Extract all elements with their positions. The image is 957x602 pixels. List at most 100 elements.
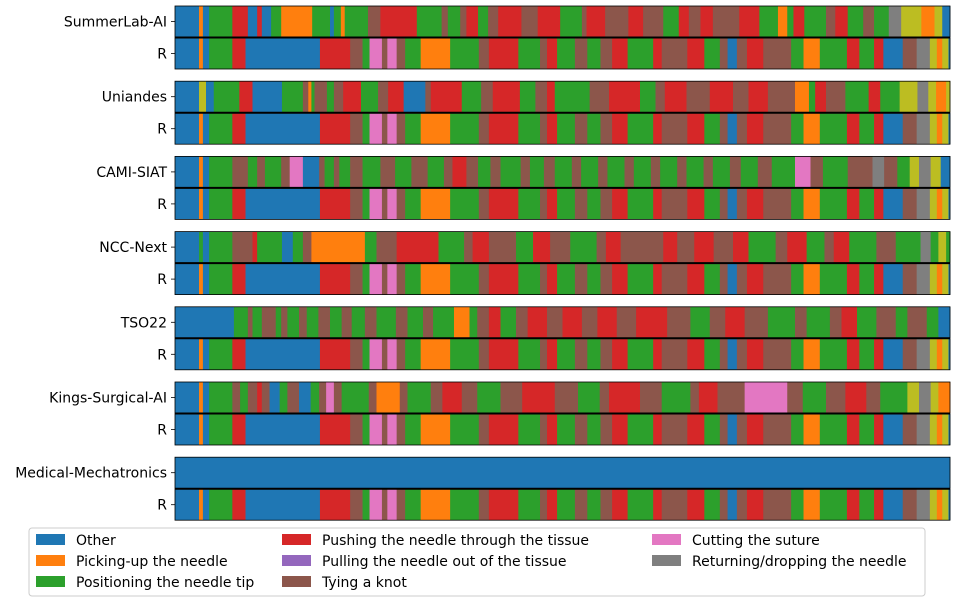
segment-kings-surgical-ai-reference-19 <box>518 414 541 445</box>
segment-uniandes-prediction-21 <box>481 81 494 113</box>
segment-summerlab-ai-reference-12 <box>387 38 398 69</box>
segment-uniandes-reference-13 <box>396 113 406 145</box>
segment-kings-surgical-ai-reference-36 <box>763 414 792 445</box>
segment-kings-surgical-ai-reference-16 <box>450 414 480 445</box>
segment-uniandes-reference-21 <box>547 113 558 145</box>
segment-cami-siat-prediction-3 <box>209 156 233 188</box>
segment-ncc-next-reference-23 <box>574 263 588 295</box>
segment-summerlab-ai-reference-6 <box>245 38 321 69</box>
legend-swatch <box>282 534 311 545</box>
segment-ncc-next-reference-3 <box>209 263 233 295</box>
legend-entry-returning-dropping-the-needle: Returning/dropping the needle <box>652 554 907 570</box>
segment-ncc-next-reference-42 <box>874 263 884 295</box>
segment-uniandes-prediction-31 <box>664 81 687 113</box>
segment-kings-surgical-ai-reference-28 <box>653 414 663 445</box>
reference-label: R <box>157 272 167 288</box>
segment-kings-surgical-ai-reference-4 <box>232 414 246 445</box>
legend-frame <box>28 527 926 597</box>
segment-summerlab-ai-reference-34 <box>736 38 748 69</box>
segment-ncc-next-reference-14 <box>405 263 422 295</box>
segment-tso22-prediction-40 <box>795 306 808 338</box>
segment-summerlab-ai-reference-9 <box>362 38 370 69</box>
segment-ncc-next-prediction-21 <box>570 231 597 263</box>
segment-uniandes-prediction-43 <box>880 81 901 113</box>
segment-uniandes-prediction-46 <box>928 81 937 113</box>
segment-cami-siat-reference-48 <box>942 188 949 220</box>
reference-label: R <box>157 423 167 439</box>
segment-tso22-prediction-41 <box>806 306 831 338</box>
segment-uniandes-prediction-48 <box>946 81 951 113</box>
segment-tso22-reference-9 <box>362 338 370 370</box>
segment-medical-mechatronics-reference-7 <box>319 489 351 521</box>
segment-ncc-next-reference-43 <box>883 263 904 295</box>
segment-uniandes-prediction-18 <box>425 81 432 113</box>
segment-kings-surgical-ai-reference-17 <box>478 414 490 445</box>
legend-swatch <box>652 555 681 566</box>
segment-summerlab-ai-prediction-41 <box>787 6 794 37</box>
segment-ncc-next-reference-4 <box>232 263 246 295</box>
segment-uniandes-reference-11 <box>381 113 388 145</box>
segment-uniandes-reference-33 <box>727 113 738 145</box>
segment-kings-surgical-ai-reference-29 <box>661 414 688 445</box>
segment-ncc-next-prediction-33 <box>806 231 825 263</box>
segment-kings-surgical-ai-prediction-33 <box>661 382 691 413</box>
segment-uniandes-reference-23 <box>574 113 588 145</box>
segment-cami-siat-prediction-48 <box>810 156 824 188</box>
segment-medical-mechatronics-reference-8 <box>350 489 363 521</box>
segment-tso22-prediction-3 <box>247 306 253 338</box>
segment-tso22-prediction-49 <box>938 306 951 338</box>
segment-medical-mechatronics-reference-48 <box>942 489 949 521</box>
segment-uniandes-prediction-40 <box>826 81 846 113</box>
segment-uniandes-reference-0 <box>175 113 200 145</box>
segment-tso22-reference-27 <box>627 338 654 370</box>
segment-uniandes-reference-15 <box>420 113 451 145</box>
segment-kings-surgical-ai-prediction-10 <box>279 382 288 413</box>
segment-ncc-next-reference-45 <box>916 263 931 295</box>
segment-ncc-next-reference-44 <box>902 263 918 295</box>
segment-summerlab-ai-prediction-11 <box>330 6 335 37</box>
segment-ncc-next-prediction-9 <box>302 231 312 263</box>
segment-uniandes-prediction-4 <box>239 81 253 113</box>
segment-summerlab-ai-prediction-42 <box>793 6 805 37</box>
segment-kings-surgical-ai-reference-24 <box>587 414 601 445</box>
segment-uniandes-prediction-10 <box>314 81 328 113</box>
segment-cami-siat-prediction-32 <box>581 156 599 188</box>
segment-uniandes-reference-30 <box>687 113 705 145</box>
segment-cami-siat-reference-21 <box>547 188 558 220</box>
segment-medical-mechatronics-reference-35 <box>746 489 764 521</box>
segment-summerlab-ai-prediction-13 <box>340 6 346 37</box>
segment-tso22-reference-32 <box>719 338 728 370</box>
segment-ncc-next-reference-34 <box>736 263 748 295</box>
segment-kings-surgical-ai-prediction-8 <box>261 382 270 413</box>
segment-ncc-next-reference-24 <box>587 263 601 295</box>
segment-tso22-reference-0 <box>175 338 200 370</box>
segment-tso22-reference-47 <box>936 338 943 370</box>
segment-medical-mechatronics-reference-45 <box>916 489 931 521</box>
segment-cami-siat-prediction-53 <box>897 156 911 188</box>
segment-kings-surgical-ai-prediction-41 <box>845 382 867 413</box>
segment-uniandes-prediction-3 <box>213 81 240 113</box>
segment-ncc-next-reference-33 <box>727 263 738 295</box>
segment-tso22-prediction-21 <box>454 306 470 338</box>
segment-summerlab-ai-prediction-52 <box>934 6 943 37</box>
segment-summerlab-ai-prediction-15 <box>367 6 381 37</box>
segment-kings-surgical-ai-reference-42 <box>874 414 884 445</box>
segment-tso22-prediction-28 <box>547 306 563 338</box>
segment-cami-siat-reference-17 <box>478 188 490 220</box>
segment-summerlab-ai-prediction-25 <box>521 6 539 37</box>
segment-cami-siat-prediction-52 <box>884 156 898 188</box>
segment-medical-mechatronics-reference-10 <box>369 489 383 521</box>
segment-uniandes-reference-10 <box>369 113 383 145</box>
segment-uniandes-reference-8 <box>350 113 363 145</box>
segment-medical-mechatronics-reference-9 <box>362 489 370 521</box>
segment-tso22-prediction-38 <box>744 306 769 338</box>
segment-kings-surgical-ai-reference-10 <box>369 414 383 445</box>
segment-summerlab-ai-reference-49 <box>948 38 951 69</box>
segment-tso22-reference-22 <box>557 338 576 370</box>
segment-cami-siat-reference-37 <box>791 188 804 220</box>
segment-uniandes-reference-14 <box>405 113 422 145</box>
segment-tso22-prediction-48 <box>926 306 939 338</box>
segment-tso22-prediction-42 <box>829 306 842 338</box>
segment-cami-siat-reference-25 <box>600 188 613 220</box>
segment-summerlab-ai-prediction-47 <box>863 6 875 37</box>
